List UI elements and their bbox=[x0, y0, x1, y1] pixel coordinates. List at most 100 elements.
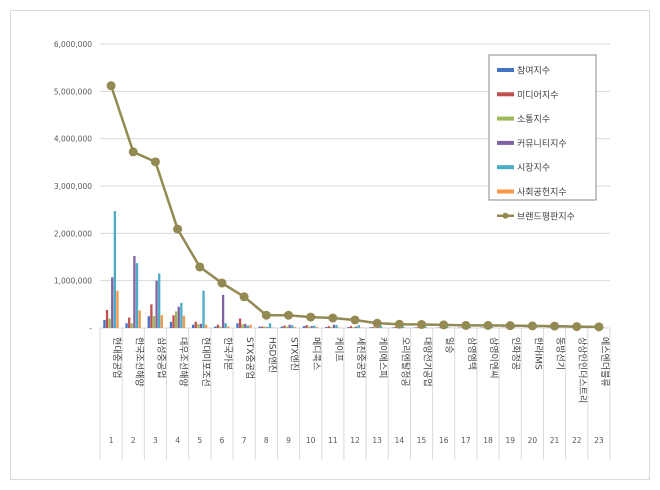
line-point-11 bbox=[328, 313, 338, 323]
bar-2-시장지수 bbox=[135, 263, 139, 328]
line-point-2 bbox=[128, 147, 138, 157]
bar-1-참여지수 bbox=[103, 319, 106, 328]
x-category-label: STX중공업 bbox=[244, 337, 255, 379]
bar-6-사회공헌지수 bbox=[227, 326, 230, 328]
bar-10-커뮤니티지수 bbox=[310, 326, 313, 328]
bar-4-미디어지수 bbox=[172, 315, 175, 328]
bar-7-소통지수 bbox=[241, 324, 244, 328]
line-point-12 bbox=[350, 315, 360, 325]
legend-marker bbox=[502, 212, 509, 219]
bar-11-시장지수 bbox=[335, 325, 338, 328]
line-point-15 bbox=[417, 319, 427, 329]
bar-13-미디어지수 bbox=[371, 327, 375, 328]
legend-label: 사회공헌지수 bbox=[517, 187, 567, 198]
bar-2-커뮤니티지수 bbox=[133, 256, 136, 328]
x-category-label: 현대중공업 bbox=[111, 337, 122, 378]
bar-7-참여지수 bbox=[236, 323, 239, 328]
bar-11-참여지수 bbox=[325, 327, 328, 328]
bar-3-커뮤니티지수 bbox=[155, 280, 158, 328]
x-category-label: 삼영엠텍 bbox=[466, 337, 478, 370]
bar-8-참여지수 bbox=[258, 326, 261, 328]
y-tick-label: 3,000,000 bbox=[54, 182, 92, 191]
bar-7-커뮤니티지수 bbox=[244, 323, 247, 328]
x-rank-label: 6 bbox=[220, 436, 225, 445]
bar-3-참여지수 bbox=[147, 316, 150, 328]
line-point-3 bbox=[150, 157, 160, 167]
line-point-23 bbox=[594, 322, 604, 332]
bar-5-미디어지수 bbox=[194, 321, 197, 328]
x-category-label: 현대미포조선 bbox=[200, 337, 211, 387]
x-rank-label: 5 bbox=[197, 436, 202, 445]
x-rank-label: 3 bbox=[153, 436, 158, 445]
bar-8-커뮤니티지수 bbox=[266, 327, 269, 328]
bar-13-시장지수 bbox=[379, 326, 383, 328]
bar-11-커뮤니티지수 bbox=[332, 324, 336, 328]
bar-8-미디어지수 bbox=[261, 326, 264, 328]
bar-9-미디어지수 bbox=[283, 325, 286, 328]
x-rank-label: 15 bbox=[417, 436, 427, 445]
x-category-label: 한라IMS bbox=[532, 337, 543, 370]
x-rank-label: 14 bbox=[395, 436, 405, 445]
bar-8-시장지수 bbox=[268, 323, 272, 328]
line-point-18 bbox=[483, 320, 493, 330]
bar-5-커뮤니티지수 bbox=[199, 323, 203, 328]
bar-9-커뮤니티지수 bbox=[288, 324, 291, 328]
x-category-label: 케이에스피 bbox=[377, 337, 388, 378]
x-category-label: 한국카본 bbox=[222, 337, 233, 370]
line-point-7 bbox=[239, 292, 249, 302]
bar-6-소통지수 bbox=[219, 326, 222, 328]
x-rank-label: 1 bbox=[109, 436, 114, 445]
x-category-label: 일승 bbox=[444, 337, 455, 354]
x-rank-label: 12 bbox=[350, 436, 360, 445]
bar-11-소통지수 bbox=[330, 327, 333, 328]
legend-label: 미디어지수 bbox=[517, 90, 558, 101]
x-category-label: 에스엔더블류 bbox=[599, 337, 610, 387]
x-category-label: HSD엔진 bbox=[266, 337, 277, 373]
bar-12-소통지수 bbox=[352, 327, 355, 328]
y-tick-label: 1,000,000 bbox=[54, 277, 92, 286]
bar-4-커뮤니티지수 bbox=[177, 306, 180, 328]
x-rank-label: 13 bbox=[372, 436, 382, 445]
x-category-label: 삼성중공업 bbox=[155, 337, 166, 378]
bar-10-시장지수 bbox=[313, 325, 316, 328]
legend-label: 커뮤니티지수 bbox=[517, 138, 567, 149]
x-category-label: 오리엔탈정공 bbox=[399, 337, 410, 387]
x-category-label: STX엔진 bbox=[288, 337, 299, 371]
line-point-21 bbox=[550, 321, 560, 331]
bar-4-사회공헌지수 bbox=[182, 315, 186, 328]
x-category-label: 상상인인더스트리 bbox=[577, 337, 588, 403]
x-category-label: 삼영이엔씨 bbox=[488, 337, 499, 378]
x-rank-label: 11 bbox=[328, 436, 338, 445]
legend-label: 시장지수 bbox=[517, 163, 550, 174]
bar-1-소통지수 bbox=[108, 318, 111, 328]
bar-10-미디어지수 bbox=[305, 325, 308, 328]
bar-4-시장지수 bbox=[180, 302, 183, 328]
y-tick-label: 5,000,000 bbox=[54, 87, 92, 96]
bar-15-미디어지수 bbox=[416, 327, 419, 328]
line-point-14 bbox=[394, 319, 404, 329]
line-point-22 bbox=[572, 322, 582, 332]
x-rank-label: 20 bbox=[528, 436, 538, 445]
bar-13-참여지수 bbox=[369, 327, 372, 328]
x-category-label: 동방선기 bbox=[555, 337, 566, 370]
x-category-label: 케이프 bbox=[333, 337, 344, 362]
x-rank-label: 8 bbox=[264, 436, 269, 445]
legend-swatch bbox=[497, 116, 514, 121]
bar-10-참여지수 bbox=[302, 326, 306, 328]
bar-3-소통지수 bbox=[152, 316, 156, 328]
bar-2-소통지수 bbox=[130, 323, 133, 328]
bar-12-미디어지수 bbox=[349, 326, 353, 328]
x-rank-label: 16 bbox=[439, 436, 449, 445]
line-point-1 bbox=[106, 81, 116, 91]
bar-5-시장지수 bbox=[202, 290, 205, 328]
x-category-label: 인화정공 bbox=[510, 337, 521, 370]
bar-7-사회공헌지수 bbox=[249, 324, 252, 328]
legend-swatch bbox=[497, 189, 514, 194]
legend-label: 소통지수 bbox=[517, 114, 550, 125]
line-point-13 bbox=[372, 318, 382, 328]
bar-2-참여지수 bbox=[125, 323, 128, 328]
y-tick-label: 6,000,000 bbox=[54, 40, 92, 49]
line-point-17 bbox=[461, 320, 471, 330]
bar-10-사회공헌지수 bbox=[315, 327, 319, 328]
